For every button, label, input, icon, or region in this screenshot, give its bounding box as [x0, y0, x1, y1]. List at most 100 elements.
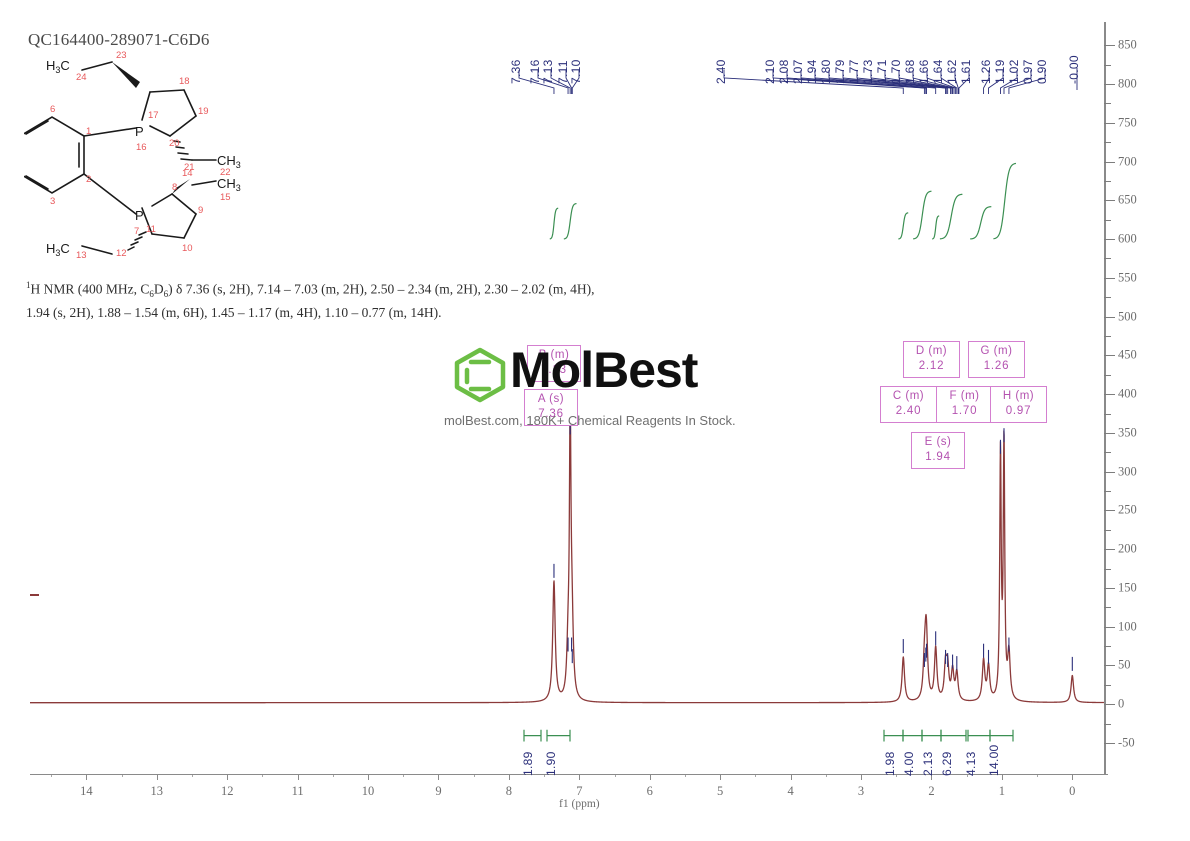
x-axis-tick-label: 10	[361, 784, 375, 798]
y-axis-tick-label: 600	[1118, 231, 1137, 246]
multiplet-box[interactable]: B (m) 7.13	[527, 345, 581, 382]
x-axis-tick-label: 6	[646, 784, 653, 798]
x-axis-tick	[332, 774, 334, 777]
y-axis-tick-label: 0	[1118, 696, 1125, 711]
nmr-assignment-text: 1H NMR (400 MHz, C6D6) δ 7.36 (s, 2H), 7…	[26, 277, 626, 321]
multiplet-box[interactable]: E (s) 1.94	[911, 432, 965, 469]
solvent-sub-2: 6	[163, 289, 169, 300]
chemical-structure-diagram: P P H3C H3C CH3 CH3 1 2 3 4 5 6 7 8 9 10…	[24, 48, 286, 260]
x-axis-tick	[966, 774, 968, 777]
integral-bracket	[989, 729, 1014, 742]
y-axis-tick	[1104, 239, 1115, 241]
peak-pick-connector	[898, 70, 954, 94]
x-axis-tick-label: 4	[787, 784, 794, 798]
watermark-tagline: molBest.com, 180K+ Chemical Reagents In …	[444, 413, 736, 428]
multiplet-box-id: H (m)	[1002, 390, 1035, 402]
x-axis-tick	[473, 774, 475, 777]
nmr-text-post: ) δ 7.36 (s, 2H), 7.14 – 7.03 (m, 2H), 2…	[168, 281, 595, 297]
y-axis-tick-label: 800	[1118, 76, 1137, 91]
watermark-wordmark: MolBest	[510, 342, 698, 398]
y-axis-tick-label: 550	[1118, 270, 1137, 285]
peak-pick-connector	[786, 70, 927, 94]
nmr-text-line-2: 1.94 (s, 2H), 1.88 – 1.54 (m, 6H), 1.45 …	[26, 304, 442, 320]
x-axis-tick	[51, 774, 53, 777]
atom-number-9: 9	[198, 205, 203, 216]
x-axis-tick-label: 1	[998, 784, 1005, 798]
multiplet-box-id: A (s)	[537, 393, 565, 405]
x-axis-tick-label: 0	[1069, 784, 1076, 798]
y-axis-tick-label: 400	[1118, 386, 1137, 401]
y-axis-tick-label: 850	[1118, 37, 1137, 52]
x-axis-tick	[1072, 774, 1074, 780]
atom-number-13: 13	[76, 250, 87, 260]
multiplet-box[interactable]: C (m) 2.40	[880, 386, 937, 423]
x-axis-tick	[896, 774, 898, 777]
peak-pick-connector	[983, 70, 990, 94]
x-axis-tick-label: 8	[505, 784, 513, 798]
y-axis-tick-label: 50	[1118, 657, 1131, 672]
multiplet-box-id: B (m)	[538, 349, 570, 361]
x-axis-tick	[861, 774, 863, 780]
x-axis-tick	[720, 774, 722, 780]
x-axis-tick	[508, 774, 510, 780]
integral-bracket	[546, 729, 571, 742]
peak-pick-connector	[884, 70, 953, 94]
y-axis-tick	[1104, 549, 1115, 551]
integral-curve	[932, 215, 940, 240]
y-axis-tick	[1104, 219, 1111, 221]
integral-curve	[913, 190, 932, 240]
peak-pick-connector	[518, 70, 555, 94]
peak-pick-connector	[723, 70, 904, 94]
peak-pick-connector	[550, 70, 571, 94]
y-axis-tick	[1104, 45, 1115, 47]
solvent-mid: D	[153, 281, 164, 297]
integral-curve	[970, 206, 992, 240]
y-axis-tick	[1104, 704, 1115, 706]
solvent-sub-1: 6	[149, 289, 154, 300]
spectrum-plot[interactable]	[29, 22, 1108, 774]
peak-pick-connector	[870, 70, 951, 94]
y-axis-tick	[1104, 529, 1111, 531]
multiplet-box[interactable]: A (s) 7.36	[524, 389, 578, 426]
x-axis-tick-label: 13	[150, 784, 164, 798]
multiplet-box[interactable]: G (m) 1.26	[968, 341, 1025, 378]
x-axis-tick	[121, 774, 123, 777]
y-axis-tick	[1104, 297, 1111, 299]
x-axis-tick-label: 7	[576, 784, 583, 798]
y-axis-tick-label: 450	[1118, 347, 1137, 362]
atom-number-17: 17	[148, 110, 159, 121]
multiplet-box[interactable]: H (m) 0.97	[990, 386, 1047, 423]
multiplet-box-shift: 0.97	[1005, 405, 1032, 417]
peak-pick-connector	[926, 70, 956, 94]
peak-pick-connector	[828, 70, 946, 94]
y-axis-tick	[1104, 413, 1111, 415]
multiplet-box[interactable]: F (m) 1.70	[936, 386, 993, 423]
y-axis-tick	[1104, 491, 1111, 493]
x-axis-tick-label: 11	[291, 784, 304, 798]
peak-pick-connector	[1003, 70, 1032, 94]
atom-number-24: 24	[76, 72, 87, 83]
peak-pick-connector	[842, 70, 947, 94]
y-axis-tick-label: 200	[1118, 541, 1137, 556]
y-axis-tick	[1104, 568, 1111, 570]
x-axis-tick	[825, 774, 827, 777]
watermark: MolBest molBest.com, 180K+ Chemical Reag…	[444, 342, 752, 431]
multiplet-box-shift: 1.94	[925, 451, 951, 463]
x-axis-tick	[1037, 774, 1039, 777]
x-axis-tick-label: 14	[80, 784, 93, 798]
atom-number-19: 19	[198, 106, 209, 117]
atom-number-11: 11	[146, 224, 156, 235]
x-axis-title: f1 (ppm)	[559, 798, 600, 810]
molbest-hexagon-logo-icon	[452, 347, 508, 408]
x-axis-tick	[579, 774, 581, 780]
atom-label-P7: P	[135, 208, 144, 223]
x-axis-tick	[614, 774, 616, 777]
x-axis-tick	[403, 774, 405, 777]
multiplet-box-shift: 2.40	[895, 405, 922, 417]
multiplet-box-shift: 7.13	[541, 364, 567, 376]
integral-curve	[549, 207, 559, 240]
x-axis-tick	[1001, 774, 1003, 780]
y-axis-tick-label: 700	[1118, 154, 1137, 169]
atom-label-H3C-top: H3C	[46, 58, 70, 75]
multiplet-box[interactable]: D (m) 2.12	[903, 341, 960, 378]
